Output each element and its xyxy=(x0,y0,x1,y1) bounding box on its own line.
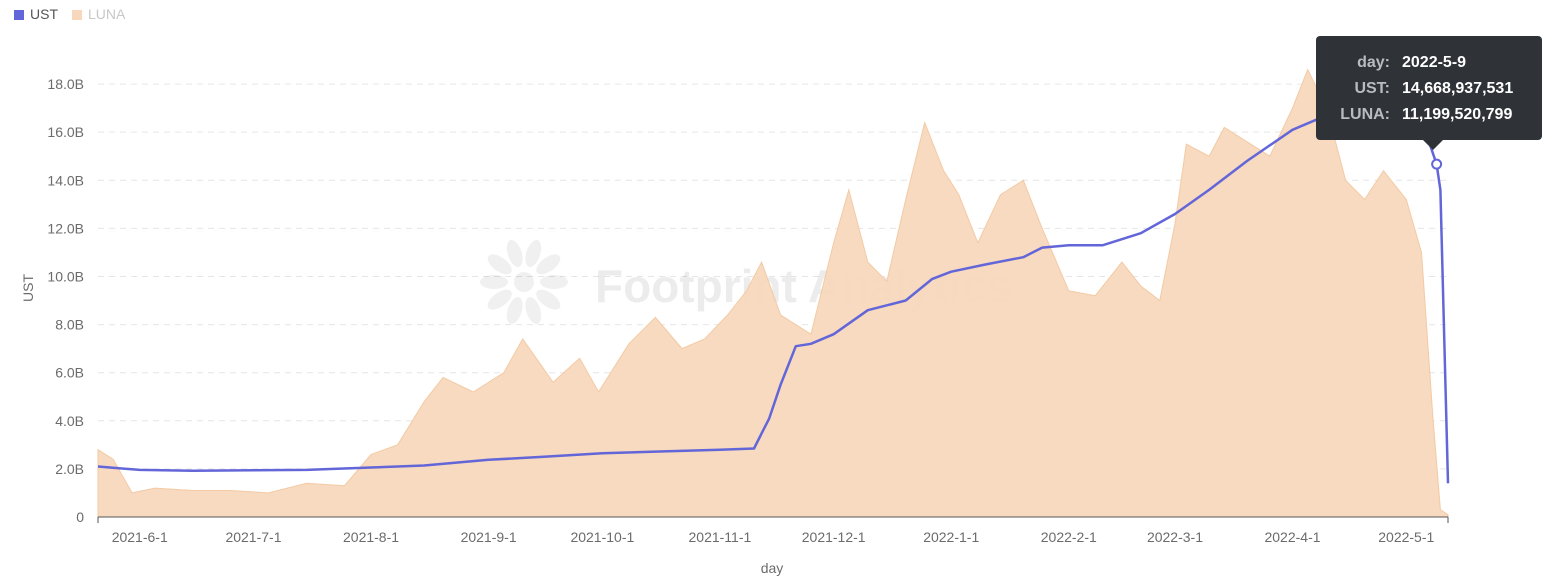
tooltip: day: 2022-5-9 UST: 14,668,937,531 LUNA: … xyxy=(1316,36,1542,150)
legend-label-luna: LUNA xyxy=(88,6,126,22)
y-axis-title: UST xyxy=(20,274,36,302)
watermark-petal xyxy=(536,289,561,310)
x-tick-label: 2022-1-1 xyxy=(923,529,979,545)
legend-label-ust: UST xyxy=(30,6,58,22)
tooltip-row-ust: UST: 14,668,937,531 xyxy=(1316,76,1542,102)
x-tick-label: 2021-6-1 xyxy=(112,529,168,545)
tooltip-value-ust: 14,668,937,531 xyxy=(1402,80,1514,97)
y-tick-label: 18.0B xyxy=(47,76,84,92)
y-tick-label: 16.0B xyxy=(47,124,84,140)
legend: UST LUNA xyxy=(14,6,125,22)
y-tick-labels: 0 2.0B 4.0B 6.0B 8.0B 10.0B 12.0B 14.0B 16.0B 18.… xyxy=(47,76,84,525)
tooltip-row-luna: LUNA: 11,199,520,799 xyxy=(1316,102,1542,128)
y-tick-label: 2.0B xyxy=(55,461,84,477)
highlight-point xyxy=(1431,158,1443,170)
x-tick-label: 2022-3-1 xyxy=(1147,529,1203,545)
watermark-petal xyxy=(525,297,542,325)
tooltip-label-luna: LUNA: xyxy=(1340,106,1390,123)
highlight-marker-layer xyxy=(1431,158,1443,170)
legend-item-ust[interactable]: UST xyxy=(14,6,58,22)
x-tick-label: 2022-2-1 xyxy=(1041,529,1097,545)
legend-item-luna[interactable]: LUNA xyxy=(72,6,125,22)
y-tick-label: 6.0B xyxy=(55,365,84,381)
x-tick-label: 2021-11-1 xyxy=(689,529,752,545)
x-tick-label: 2021-8-1 xyxy=(343,529,399,545)
y-tick-label: 8.0B xyxy=(55,317,84,333)
watermark-petal xyxy=(487,254,512,275)
watermark-petal xyxy=(506,239,523,267)
watermark-petal xyxy=(480,275,508,289)
x-tick-label: 2022-4-1 xyxy=(1264,529,1320,545)
watermark-petal xyxy=(540,275,568,289)
watermark-petal xyxy=(525,239,542,267)
x-tick-label: 2022-5-1 xyxy=(1378,529,1434,545)
tooltip-row-day: day: 2022-5-9 xyxy=(1316,50,1542,76)
y-tick-label: 4.0B xyxy=(55,413,84,429)
y-tick-label: 14.0B xyxy=(47,172,84,188)
watermark-petal xyxy=(506,297,523,325)
tooltip-value-day: 2022-5-9 xyxy=(1402,54,1467,71)
y-tick-label: 12.0B xyxy=(47,220,84,236)
footprint-logo-icon xyxy=(480,239,568,325)
tooltip-label-day: day: xyxy=(1357,54,1390,71)
tooltip-arrow xyxy=(1423,140,1443,150)
x-tick-label: 2021-10-1 xyxy=(570,529,634,545)
y-tick-label: 10.0B xyxy=(47,268,84,284)
legend-swatch-luna xyxy=(72,10,82,20)
x-axis-title: day xyxy=(761,560,784,576)
watermark-petal xyxy=(487,289,512,310)
tooltip-label-ust: UST: xyxy=(1354,80,1390,97)
axes xyxy=(97,516,1449,523)
watermark-center xyxy=(514,272,534,292)
x-tick-label: 2021-9-1 xyxy=(461,529,517,545)
x-tick-label: 2021-12-1 xyxy=(802,529,866,545)
x-tick-labels: 2021-6-1 2021-7-1 2021-8-1 2021-9-1 2021-10-… xyxy=(112,529,1435,545)
ust-line-layer xyxy=(97,114,1450,484)
luna-series-area xyxy=(97,68,1449,518)
luna-area-layer xyxy=(97,68,1449,518)
legend-swatch-ust xyxy=(14,10,24,20)
ust-series-line xyxy=(97,114,1450,484)
x-tick-label: 2021-7-1 xyxy=(225,529,281,545)
y-tick-label: 0 xyxy=(76,509,84,525)
watermark-petal xyxy=(536,254,561,275)
grid-lines xyxy=(98,83,1448,470)
tooltip-value-luna: 11,199,520,799 xyxy=(1402,106,1513,123)
